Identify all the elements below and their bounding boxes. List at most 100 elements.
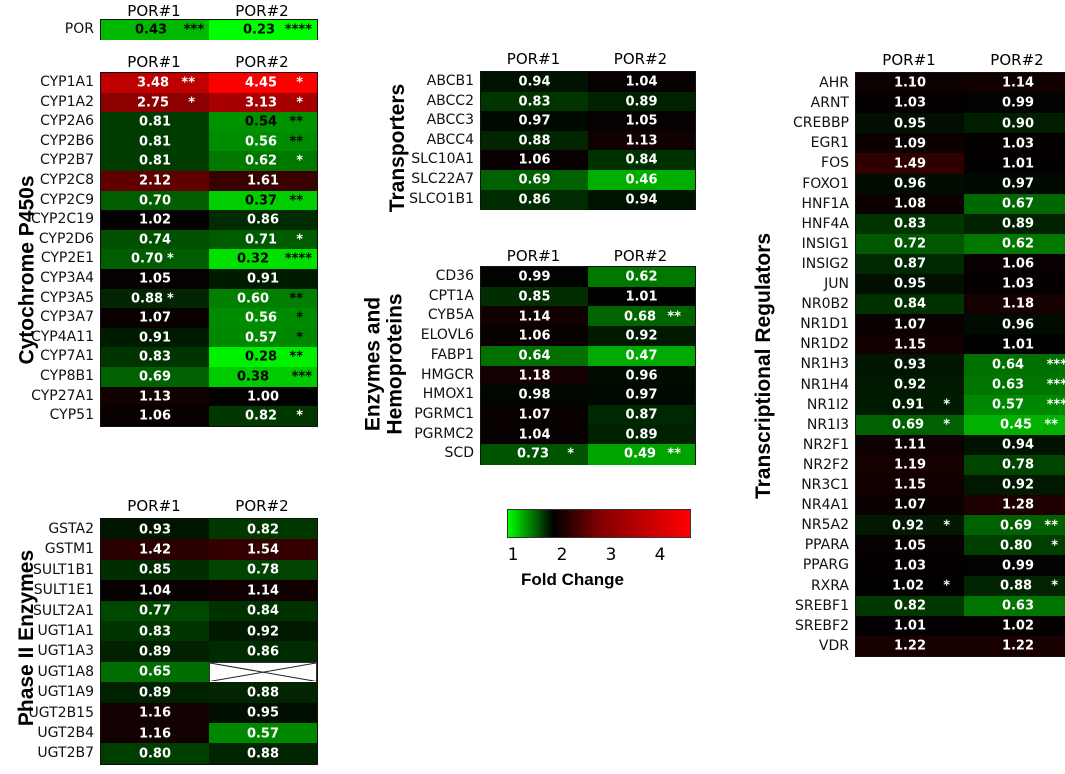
cell-value: 0.69 bbox=[892, 417, 925, 433]
heatmap-cell: 1.14 bbox=[209, 580, 317, 602]
heatmap-cell: 0.70 bbox=[101, 190, 209, 211]
cell-value: 1.13 bbox=[138, 389, 172, 405]
heatmap-cell: 0.49 ** bbox=[588, 444, 695, 465]
heatmap-cell: 1.19 bbox=[856, 454, 964, 476]
significance-stars: **** bbox=[284, 22, 312, 38]
heatmap-cell: 1.16 bbox=[101, 702, 209, 724]
significance-stars: ** bbox=[289, 349, 303, 365]
row-label: NR1H4 bbox=[800, 376, 849, 393]
cell-value: 0.96 bbox=[625, 368, 658, 384]
row-label: CYP2C8 bbox=[39, 172, 94, 188]
cell-value: 1.15 bbox=[893, 477, 927, 493]
heatmap-cell: 0.88 * bbox=[101, 288, 209, 309]
significance-stars: * bbox=[943, 397, 950, 413]
heatmap-cell: 1.04 bbox=[481, 424, 588, 445]
row-label: JUN bbox=[824, 276, 849, 292]
column-header: POR#1 bbox=[127, 2, 181, 20]
cell-value: 0.89 bbox=[625, 94, 658, 110]
row-label: UGT1A3 bbox=[37, 643, 94, 660]
cell-value: 1.02 bbox=[138, 212, 172, 228]
heatmap-cell: 1.05 bbox=[588, 111, 695, 132]
heatmap-cell: 1.07 bbox=[856, 495, 964, 516]
cell-value: 0.84 bbox=[893, 296, 927, 312]
cell-value: 0.49 bbox=[624, 446, 657, 462]
cell-value: 1.18 bbox=[518, 368, 551, 384]
heatmap-cell: 0.64 *** bbox=[964, 354, 1065, 376]
heatmap-cell: 0.65 bbox=[101, 661, 209, 683]
heatmap-cell: 0.89 bbox=[101, 641, 209, 663]
cell-value: 0.88 bbox=[131, 291, 164, 307]
cell-value: 0.81 bbox=[138, 134, 172, 150]
cell-value: 0.86 bbox=[518, 192, 551, 208]
heatmap-cell: 0.99 bbox=[481, 267, 588, 288]
row-label: CREBBP bbox=[793, 115, 849, 132]
cell-value: 1.01 bbox=[1001, 337, 1035, 353]
cell-value: 1.03 bbox=[893, 95, 927, 111]
heatmap-cell: 0.73 * bbox=[481, 444, 588, 465]
heatmap-cell: 1.18 bbox=[964, 294, 1065, 315]
heatmap-cell: 1.02 bbox=[101, 210, 209, 231]
row-label: PGRMC2 bbox=[414, 425, 474, 442]
heatmap-cell: 0.94 bbox=[964, 434, 1065, 456]
heatmap-cell: 1.22 bbox=[964, 635, 1065, 657]
heatmap-cell: 0.92 bbox=[209, 621, 317, 642]
significance-stars: * bbox=[296, 408, 303, 424]
heatmap-cell: 1.08 bbox=[856, 193, 964, 215]
fold-change-colorbar bbox=[507, 509, 691, 538]
heatmap-cell: 1.54 bbox=[209, 539, 317, 561]
cell-value: 0.89 bbox=[1001, 216, 1035, 232]
cell-value: 0.63 bbox=[992, 377, 1025, 393]
cell-value: 1.49 bbox=[893, 156, 927, 172]
row-label: UGT1A1 bbox=[37, 623, 94, 639]
column-header: POR#1 bbox=[506, 247, 561, 265]
heatmap-cell: 0.86 bbox=[209, 210, 317, 231]
cell-value: 0.83 bbox=[138, 624, 172, 639]
heatmap-cell: 0.88 * bbox=[964, 575, 1065, 597]
heatmap-cell: 0.99 bbox=[964, 555, 1065, 577]
heatmap-cell: 1.42 bbox=[101, 539, 209, 561]
heatmap-cell: 0.57 bbox=[209, 723, 317, 744]
cell-value: 0.54 bbox=[245, 114, 278, 130]
significance-stars: * bbox=[167, 251, 174, 267]
cell-value: 0.95 bbox=[893, 276, 927, 292]
row-label: ABCB1 bbox=[426, 73, 474, 89]
colorbar-tick-label: 3 bbox=[605, 545, 617, 565]
row-label: FABP1 bbox=[430, 346, 474, 363]
cell-value: 1.07 bbox=[138, 310, 172, 326]
row-label: VDR bbox=[818, 637, 849, 654]
panel-side-title-line: Hemoproteins bbox=[383, 293, 407, 435]
heatmap-cell: 0.91 bbox=[209, 269, 317, 290]
row-label: SULT2A1 bbox=[33, 602, 94, 619]
heatmap-cell: 0.99 bbox=[964, 93, 1065, 114]
cell-value: 0.99 bbox=[1001, 558, 1035, 574]
row-label: CYP51 bbox=[49, 407, 94, 424]
significance-stars: ** bbox=[1044, 518, 1058, 534]
heatmap-cell: 0.93 bbox=[856, 354, 964, 376]
cell-value: 1.01 bbox=[1001, 156, 1035, 172]
row-label: SULT1B1 bbox=[33, 561, 94, 578]
heatmap-cell: 1.00 bbox=[209, 386, 317, 407]
cell-value: 1.03 bbox=[893, 558, 927, 574]
row-label: NR2F2 bbox=[802, 456, 849, 473]
cell-value: 1.06 bbox=[1001, 256, 1035, 272]
heatmap-cell: 0.87 bbox=[588, 404, 695, 426]
row-label: UGT2B15 bbox=[28, 704, 94, 721]
heatmap-cell: 0.81 bbox=[101, 112, 209, 133]
cell-value: 1.06 bbox=[518, 152, 551, 168]
heatmap-cell: 0.56 ** bbox=[209, 131, 317, 152]
heatmap-cell: 0.97 bbox=[964, 173, 1065, 195]
heatmap-cell: 0.62 * bbox=[209, 151, 317, 172]
cell-value: 3.13 bbox=[245, 95, 278, 111]
cell-value: 0.57 bbox=[246, 726, 280, 741]
cell-value: 0.70 bbox=[131, 251, 164, 267]
heatmap-cell: 1.11 bbox=[856, 434, 964, 456]
cell-value: 0.56 bbox=[245, 310, 278, 326]
heatmap-cell: 1.03 bbox=[856, 555, 964, 577]
cell-value: 1.16 bbox=[138, 705, 172, 721]
row-label: UGT2B7 bbox=[37, 745, 94, 762]
heatmap-cell: 0.84 bbox=[856, 294, 964, 315]
row-label: CYP2C19 bbox=[30, 211, 94, 228]
heatmap-cell: 0.81 bbox=[101, 131, 209, 152]
row-label: CYP2D6 bbox=[38, 230, 94, 247]
heatmap-cell: 0.69 bbox=[101, 367, 209, 388]
